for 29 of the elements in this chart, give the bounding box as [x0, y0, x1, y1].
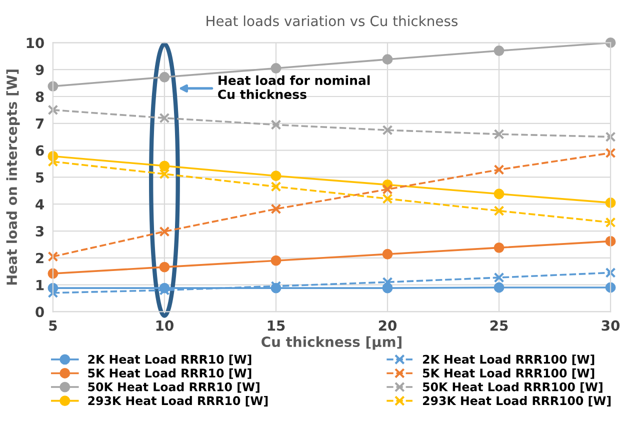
y-tick-label: 2	[36, 252, 44, 264]
y-tick-label: 1	[36, 280, 44, 290]
x-tick-label: 30	[602, 320, 620, 331]
y-axis-title: Heat load on intercepts [W]	[6, 70, 20, 285]
y-tick-label: 10	[26, 38, 44, 48]
legend-label: 5K Heat Load RRR10 [W]	[88, 368, 252, 379]
legend-label: 2K Heat Load RRR100 [W]	[423, 354, 594, 366]
legend-label: 2K Heat Load RRR10 [W]	[88, 354, 252, 366]
y-tick-label: 7	[36, 118, 44, 129]
x-tick-label: 5	[49, 320, 57, 331]
legend-label: 293K Heat Load RRR10 [W]	[88, 396, 268, 407]
y-tick-label: 6	[36, 145, 44, 156]
legend-label: 293K Heat Load RRR100 [W]	[423, 396, 611, 407]
y-tick-label: 8	[36, 91, 44, 102]
y-tick-label: 3	[36, 226, 44, 236]
y-tick-label: 0	[36, 306, 44, 318]
y-tick-label: 5	[36, 172, 44, 183]
annotation: Heat load for nominal Cu thickness	[218, 75, 370, 100]
y-tick-label: 4	[36, 199, 44, 210]
x-tick-label: 20	[378, 320, 397, 331]
x-tick-label: 10	[156, 320, 174, 331]
x-tick-label: 25	[490, 320, 508, 331]
chart-title: Heat loads variation vs Cu thickness	[206, 15, 458, 26]
legend-label: 50K Heat Load RRR10 [W]	[88, 382, 260, 393]
x-tick-label: 15	[268, 320, 285, 331]
y-tick-label: 9	[36, 64, 44, 76]
legend-label: 5K Heat Load RRR100 [W]	[422, 368, 594, 379]
legend-label: 50K Heat Load RRR100 [W]	[422, 382, 602, 393]
x-axis-title: Cu thickness [µm]	[262, 336, 402, 350]
